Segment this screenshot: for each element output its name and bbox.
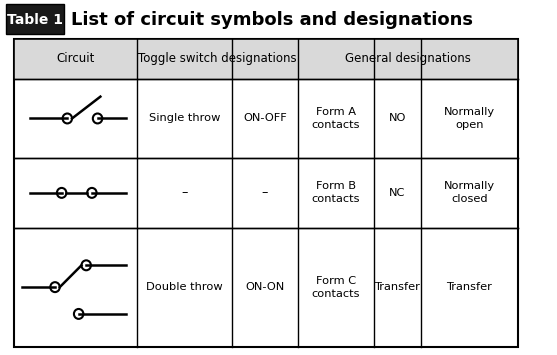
Text: Toggle switch designations: Toggle switch designations [138,53,297,65]
Text: ON-OFF: ON-OFF [243,114,287,124]
Text: Transfer: Transfer [374,282,420,292]
Text: –: – [262,186,268,200]
Text: ON-ON: ON-ON [245,282,285,292]
Text: Transfer: Transfer [447,282,492,292]
FancyBboxPatch shape [14,39,518,347]
Text: NC: NC [389,188,405,198]
Text: Normally
closed: Normally closed [444,181,495,204]
Text: Normally
open: Normally open [444,107,495,130]
FancyBboxPatch shape [14,39,518,79]
Text: Form A
contacts: Form A contacts [311,107,360,130]
Text: Form B
contacts: Form B contacts [311,181,360,204]
Text: List of circuit symbols and designations: List of circuit symbols and designations [71,11,473,29]
Text: Double throw: Double throw [146,282,223,292]
FancyBboxPatch shape [6,4,65,34]
Text: Form C
contacts: Form C contacts [311,275,360,299]
Text: –: – [182,186,188,200]
Text: NO: NO [388,114,406,124]
Text: General designations: General designations [345,53,471,65]
Text: Single throw: Single throw [149,114,220,124]
Text: Circuit: Circuit [57,53,95,65]
Text: Table 1: Table 1 [7,13,63,27]
